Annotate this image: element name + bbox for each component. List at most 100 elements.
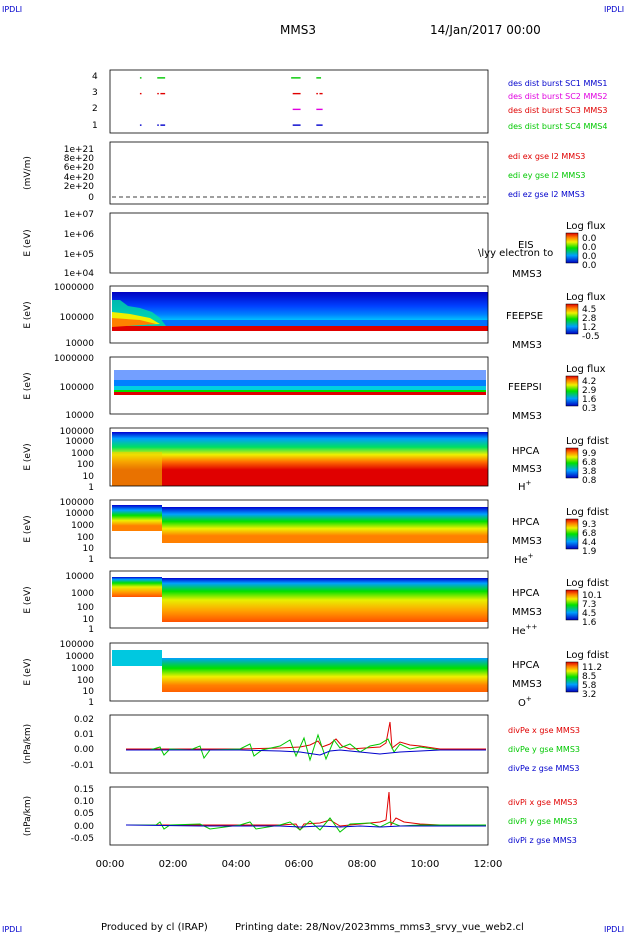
hpca-he2-ytick-label: 1000: [71, 589, 94, 599]
footer-printing-date: Printing date: 28/Nov/2023: [235, 922, 370, 933]
eis-ytick-label: 1e+04: [64, 269, 95, 279]
burst-legend-entry: des dist burst SC2 MMS2: [508, 92, 607, 101]
burst-interval-mark: [316, 77, 322, 79]
edi-ylabel: (mV/m): [23, 156, 33, 190]
hpca-he2-colorbar-ticks: 10.1 7.3 4.5 1.6: [582, 591, 602, 628]
divpi-y-trace: [126, 817, 486, 833]
feepsi-colorbar-tick: 0.3: [582, 404, 596, 414]
hpca-he1-ytick-label: 10000: [65, 509, 94, 519]
hpca-h-spectrogram: [112, 432, 488, 486]
eis-colorbar-title: Log flux: [566, 221, 606, 232]
hpca-he1-colorbar-tick: 9.3: [582, 520, 596, 530]
eis-ytick-label: 1e+07: [64, 210, 94, 220]
hpca-o-ytick-label: 100000: [60, 640, 95, 650]
hpca-he1-colorbar: [565, 518, 579, 550]
divpe-traces: [126, 721, 486, 762]
hpca-h-colorbar-tick: 6.8: [582, 458, 597, 468]
divpe-ytick-label: 0.00: [74, 745, 94, 755]
feepse-ylabel: E (eV): [23, 301, 33, 328]
hpca-he2-colorbar-tick: 1.6: [582, 618, 597, 628]
hpca-he2-colorbar-tick: 7.3: [582, 600, 596, 610]
hpca-he1-ytick-labels: 100000 10000 1000 100 10 1: [60, 498, 95, 565]
hpca-he1-colorbar-ticks: 9.3 6.8 4.4 1.9: [582, 520, 597, 557]
feepsi-ytick-label: 1000000: [54, 354, 94, 364]
feepsi-ytick-label: 10000: [65, 411, 94, 421]
burst-interval-mark: [291, 77, 301, 79]
time-tick-label: 12:00: [474, 859, 503, 870]
hpca-h-colorbar-ticks: 9.9 6.8 3.8 0.8: [582, 449, 597, 486]
divpe-x-trace: [126, 721, 486, 750]
burst-panel: 4 3 2 1 des dist burst SC1 MMS1 des dist…: [92, 69, 607, 134]
edi-ytick-label: 0: [88, 193, 94, 203]
feepse-colorbar-tick: 2.8: [582, 314, 597, 324]
date-title: 14/Jan/2017 00:00: [430, 23, 541, 37]
time-tick-label: 04:00: [222, 859, 251, 870]
footer-filename: mms_mms3_srvy_vue_web2.cl: [370, 922, 524, 933]
hpca-he1-colorbar-tick: 6.8: [582, 529, 597, 539]
eis-spacecraft-label: MMS3: [512, 269, 542, 280]
time-tick-label: 02:00: [159, 859, 188, 870]
time-tick-label: 00:00: [96, 859, 125, 870]
hpca-o-spacecraft-label: MMS3: [512, 679, 542, 690]
divpi-ytick-label: 0.10: [74, 797, 94, 807]
burst-ytick-label: 3: [92, 88, 98, 98]
edi-legend: edi ex gse l2 MMS3 edi ey gse l2 MMS3 ed…: [508, 152, 586, 199]
divpi-ytick-label: -0.05: [71, 834, 94, 844]
burst-interval-mark: [157, 124, 159, 126]
hpca-h-colorbar-tick: 0.8: [582, 476, 597, 486]
divpe-legend-entry: divPe y gse MMS3: [508, 745, 580, 754]
feepsi-spacecraft-label: MMS3: [512, 411, 542, 422]
feepse-colorbar-tick: 4.5: [582, 305, 596, 315]
hpca-o-ylabel: E (eV): [23, 658, 33, 685]
divpe-y-trace: [126, 733, 486, 762]
hpca-o-ytick-label: 10: [83, 687, 95, 697]
edi-legend-entry: edi ex gse l2 MMS3: [508, 152, 585, 161]
burst-interval-mark: [160, 92, 166, 95]
feepse-panel: E (eV) 1000000 100000 10000 FEEPSE MMS3 …: [23, 283, 606, 351]
edi-ytick-label: 4e+20: [64, 173, 95, 183]
feepse-ytick-labels: 1000000 100000 10000: [54, 283, 94, 349]
burst-interval-mark: [316, 108, 323, 111]
hpca-h-ytick-label: 100000: [60, 427, 95, 437]
burst-ytick-label: 4: [92, 72, 98, 82]
burst-legend-entry: des dist burst SC3 MMS3: [508, 106, 607, 115]
hpca-h-colorbar-title: Log fdist: [566, 436, 609, 447]
eis-colorbar-tick: 0.0: [582, 252, 597, 262]
divpe-ytick-label: 0.02: [74, 715, 94, 725]
feepse-colorbar-tick: -0.5: [582, 332, 600, 342]
hpca-he1-instrument-label: HPCA: [512, 517, 540, 528]
hpca-h-ytick-label: 10000: [65, 437, 94, 447]
burst-ytick-label: 2: [92, 104, 98, 114]
burst-ytick-label: 1: [92, 121, 98, 131]
hpca-h-colorbar: [565, 447, 579, 479]
hpca-h-species-label: H+: [518, 479, 532, 493]
divpe-legend-entry: divPe x gse MMS3: [508, 726, 580, 735]
hpca-he1-colorbar-title: Log fdist: [566, 507, 609, 518]
feepsi-spectrogram-cyan: [114, 386, 486, 390]
edi-ytick-label: 2e+20: [64, 182, 95, 192]
hpca-he2-spectrogram-early: [112, 577, 162, 597]
feepsi-instrument-label: FEEPSI: [508, 382, 542, 393]
hpca-he2-spectrogram: [162, 578, 488, 622]
feepse-colorbar-tick: 1.2: [582, 323, 596, 333]
feepsi-ytick-label: 100000: [60, 383, 95, 393]
hpca-he1-species: He: [514, 555, 528, 566]
divpi-z-trace: [125, 824, 486, 828]
burst-interval-mark: [292, 108, 301, 111]
corner-mark-bottom-right: IPDLI: [604, 925, 624, 934]
hpca-o-ytick-label: 100: [77, 676, 94, 686]
divpi-ytick-label: 0.00: [74, 822, 94, 832]
eis-colorbar-tick: 0.0: [582, 261, 597, 271]
edi-ytick-label: 8e+20: [64, 154, 95, 164]
feepse-ytick-label: 10000: [65, 339, 94, 349]
burst-interval-mark: [160, 124, 166, 126]
hpca-h-ytick-label: 10: [83, 472, 95, 482]
hpca-h-spacecraft-label: MMS3: [512, 464, 542, 475]
hpca-h-spectrogram-onset: [112, 452, 162, 486]
hpca-o-panel: E (eV) 100000 10000 1000 100 10 1 HPCA M…: [23, 640, 609, 709]
feepsi-colorbar-ticks: 4.2 2.9 1.6 0.3: [582, 377, 597, 414]
burst-interval-mark: [157, 77, 166, 79]
burst-legend-entry: des dist burst SC1 MMS1: [508, 79, 607, 88]
feepsi-spectrogram-green: [114, 390, 486, 392]
hpca-h-colorbar-tick: 3.8: [582, 467, 597, 477]
